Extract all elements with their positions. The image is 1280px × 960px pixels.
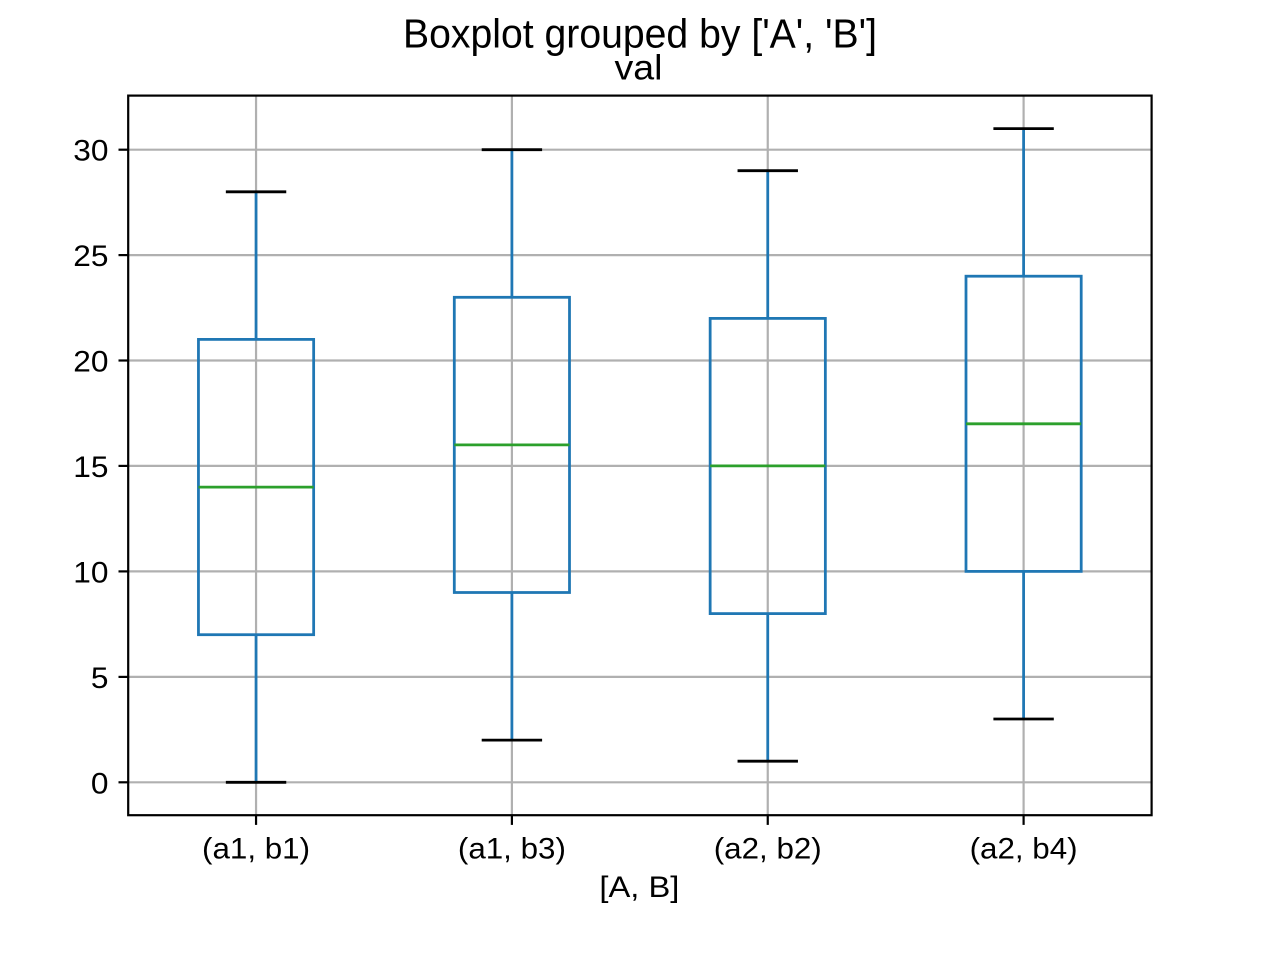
svg-text:[A, B]: [A, B] bbox=[599, 871, 679, 904]
svg-text:30: 30 bbox=[73, 136, 108, 168]
svg-text:25: 25 bbox=[73, 241, 108, 273]
svg-text:15: 15 bbox=[73, 452, 108, 484]
svg-text:(a2, b4): (a2, b4) bbox=[970, 833, 1078, 865]
svg-text:5: 5 bbox=[91, 663, 109, 695]
svg-text:(a2, b2): (a2, b2) bbox=[714, 833, 822, 865]
svg-text:10: 10 bbox=[73, 557, 108, 589]
svg-text:(a1, b3): (a1, b3) bbox=[458, 833, 566, 865]
svg-text:(a1, b1): (a1, b1) bbox=[202, 833, 310, 865]
svg-text:val: val bbox=[615, 48, 663, 87]
svg-text:20: 20 bbox=[73, 347, 108, 379]
svg-text:Boxplot grouped by ['A', 'B']: Boxplot grouped by ['A', 'B'] bbox=[403, 11, 877, 57]
svg-text:0: 0 bbox=[91, 768, 109, 800]
